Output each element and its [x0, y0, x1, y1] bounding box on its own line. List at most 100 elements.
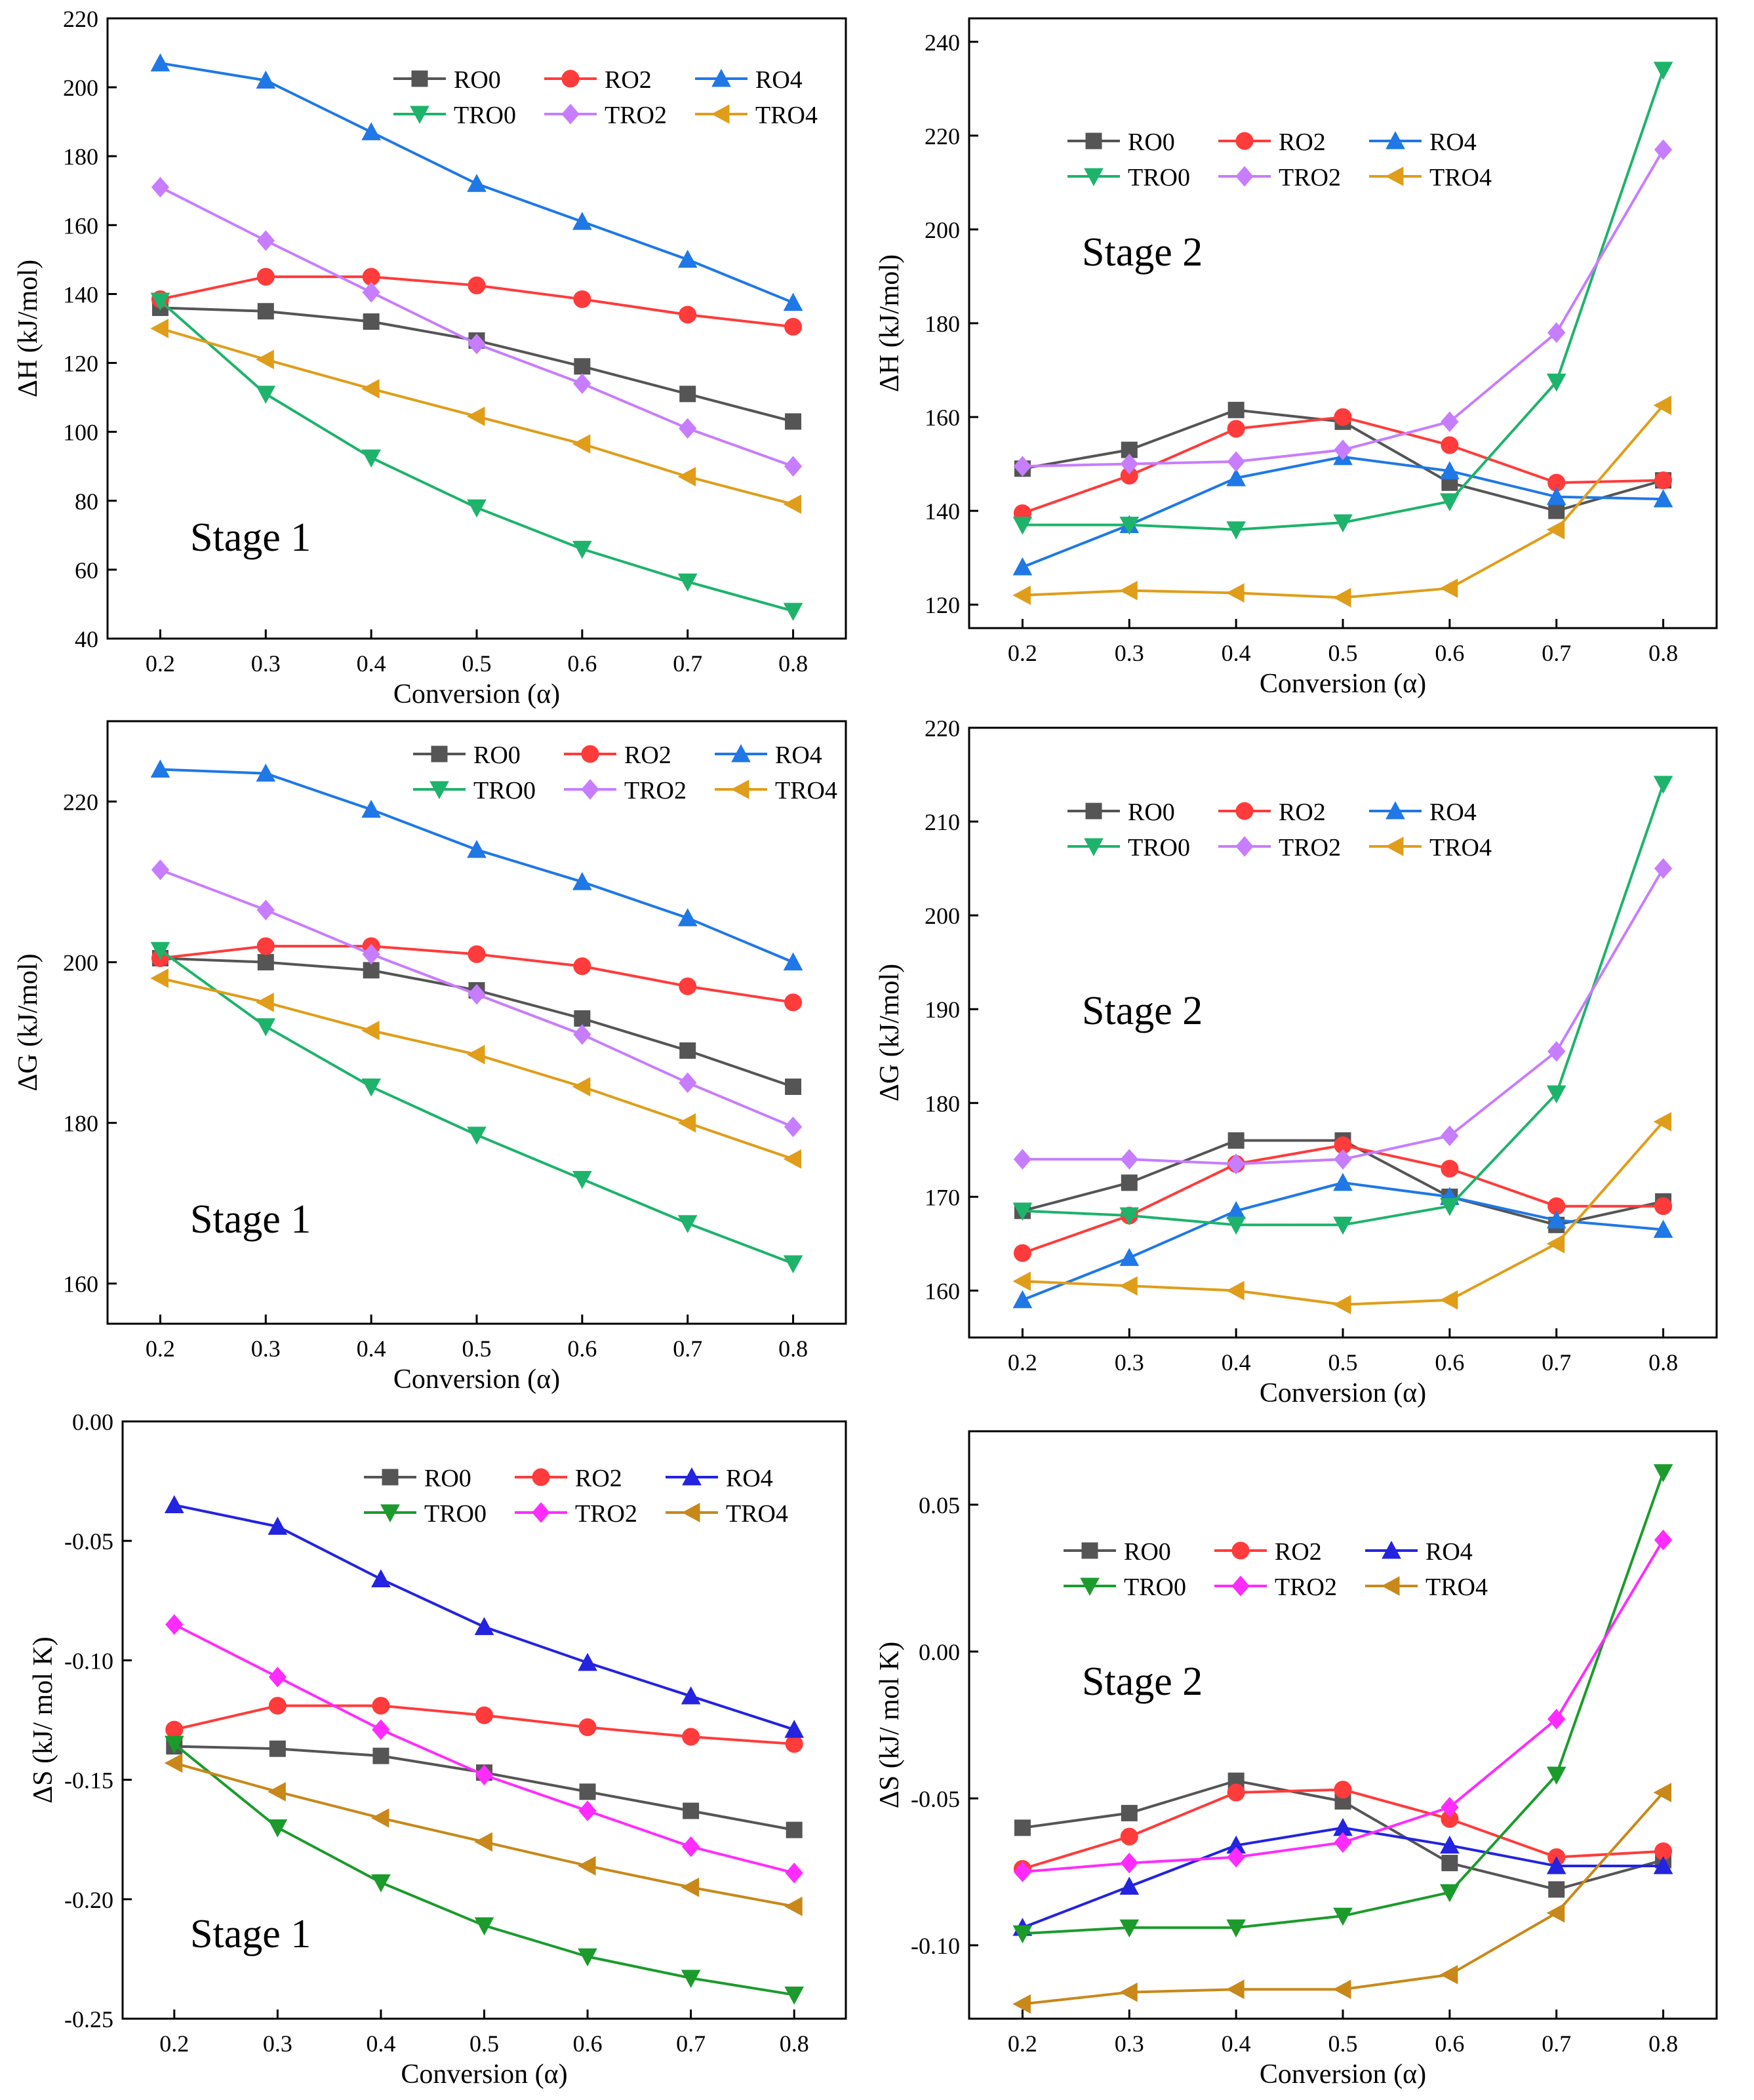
- data-point-tro4: [1119, 580, 1138, 601]
- data-point-tro0: [1012, 1202, 1033, 1221]
- data-point-tro2: [784, 1117, 803, 1138]
- legend-label-tro2: TRO2: [605, 102, 667, 129]
- data-point-tro0: [150, 941, 170, 961]
- data-point-ro2: [682, 1728, 700, 1746]
- data-point-tro4: [1226, 583, 1245, 603]
- data-point-ro0: [363, 313, 380, 330]
- legend-marker-tro4: [681, 1503, 700, 1522]
- data-point-tro4: [1439, 1290, 1458, 1310]
- data-point-tro4: [578, 1855, 596, 1876]
- legend-marker-tro0: [1084, 838, 1104, 857]
- data-point-tro4: [1546, 1903, 1565, 1923]
- x-tick-label: 0.6: [1435, 640, 1464, 666]
- data-point-ro4: [578, 1652, 597, 1671]
- stage-annotation: Stage 1: [190, 1197, 311, 1242]
- data-point-ro2: [1441, 436, 1459, 454]
- data-point-ro0: [785, 413, 802, 430]
- legend-label-ro4: RO4: [1425, 1538, 1473, 1566]
- data-point-tro0: [256, 1018, 276, 1037]
- chart-panel-2: 120 140 160 180 200 220 240 0.2 0.3 0.4 0.5 0.6 0.7 0…: [875, 17, 1718, 699]
- x-tick-label: 0.8: [780, 2031, 809, 2057]
- data-point-tro2: [1227, 1846, 1245, 1868]
- data-point-tro2: [578, 1800, 597, 1821]
- data-point-ro4: [1440, 461, 1460, 479]
- data-point-ro2: [1441, 1159, 1459, 1178]
- legend-marker-tro4: [1385, 837, 1404, 856]
- legend-label-tro0: TRO0: [424, 1500, 487, 1528]
- data-point-ro2: [1227, 1783, 1245, 1802]
- x-tick-label: 0.4: [1222, 640, 1251, 666]
- data-point-tro4: [677, 467, 696, 486]
- legend-label-ro4: RO4: [1429, 799, 1477, 826]
- data-point-ro0: [679, 386, 696, 403]
- data-point-ro0: [372, 1747, 389, 1764]
- data-point-tro4: [268, 1781, 286, 1802]
- legend-label-tro4: TRO4: [755, 102, 818, 129]
- data-point-tro2: [1654, 1529, 1673, 1551]
- legend-label-tro0: TRO0: [473, 777, 536, 804]
- data-point-ro4: [150, 759, 170, 778]
- data-point-tro4: [150, 968, 169, 988]
- x-tick-label: 0.5: [469, 2031, 499, 2057]
- data-point-tro0: [578, 1948, 597, 1967]
- data-point-ro0: [1121, 1804, 1138, 1821]
- data-point-ro4: [474, 1617, 494, 1635]
- data-point-tro0: [1653, 1464, 1673, 1482]
- data-point-ro2: [256, 937, 275, 955]
- data-point-tro2: [1013, 456, 1032, 477]
- legend-marker-ro2: [561, 69, 580, 88]
- legend-marker-tro0: [380, 1504, 400, 1523]
- y-tick-label: 60: [75, 557, 98, 584]
- y-tick-label: -0.10: [911, 1933, 960, 1959]
- data-point-ro2: [784, 317, 803, 336]
- x-tick-label: 0.6: [573, 2031, 603, 2057]
- data-point-ro0: [574, 1010, 591, 1027]
- legend-label-ro4: RO4: [755, 66, 803, 94]
- y-tick-label: 190: [925, 997, 960, 1023]
- legend-label-tro4: TRO4: [775, 777, 837, 804]
- data-point-ro4: [467, 839, 487, 858]
- y-tick-label: 120: [63, 351, 98, 377]
- data-point-tro0: [1119, 1919, 1140, 1938]
- data-point-ro2: [1013, 1244, 1031, 1262]
- data-point-ro4: [572, 872, 592, 890]
- data-point-ro0: [1227, 401, 1245, 418]
- data-point-tro0: [1440, 1198, 1460, 1216]
- legend-marker-ro0: [1085, 802, 1102, 820]
- data-point-tro4: [783, 494, 802, 514]
- y-tick-label: 120: [925, 592, 960, 618]
- y-tick-label: 160: [925, 405, 960, 431]
- data-point-tro2: [573, 1024, 591, 1045]
- data-point-tro2: [1441, 411, 1459, 432]
- data-point-tro2: [1227, 1153, 1245, 1175]
- data-point-ro4: [1119, 1876, 1140, 1895]
- x-tick-label: 0.8: [778, 1336, 808, 1362]
- data-point-tro2: [1654, 139, 1673, 161]
- data-point-tro4: [256, 993, 274, 1012]
- data-point-ro0: [574, 358, 591, 375]
- data-point-ro4: [681, 1686, 701, 1705]
- data-point-tro2: [151, 176, 170, 198]
- data-point-tro0: [1333, 514, 1353, 533]
- data-point-ro4: [784, 1720, 805, 1738]
- y-tick-label: 170: [925, 1184, 960, 1210]
- plot-frame: [968, 17, 1718, 629]
- data-point-ro2: [785, 1735, 803, 1753]
- legend: RO0 RO2 RO4 TRO0 TRO2 TRO4: [1067, 799, 1492, 862]
- legend-label-tro4: TRO4: [1425, 1574, 1488, 1601]
- data-point-ro0: [679, 1042, 696, 1059]
- legend-marker-ro2: [581, 745, 599, 763]
- data-point-tro2: [785, 1862, 803, 1884]
- legend-marker-tro0: [1080, 1577, 1100, 1596]
- series-line-ro4: [1022, 1181, 1664, 1301]
- data-point-tro2: [165, 1614, 184, 1635]
- x-tick-label: 0.8: [1648, 640, 1678, 666]
- data-point-ro4: [677, 908, 698, 926]
- data-point-tro0: [1226, 1919, 1246, 1938]
- x-tick-label: 0.3: [1115, 2031, 1144, 2057]
- data-point-ro4: [1546, 1855, 1566, 1874]
- data-point-tro4: [1653, 395, 1672, 416]
- data-point-ro2: [1654, 1197, 1673, 1216]
- data-point-ro2: [372, 1697, 390, 1715]
- data-point-ro4: [256, 70, 276, 89]
